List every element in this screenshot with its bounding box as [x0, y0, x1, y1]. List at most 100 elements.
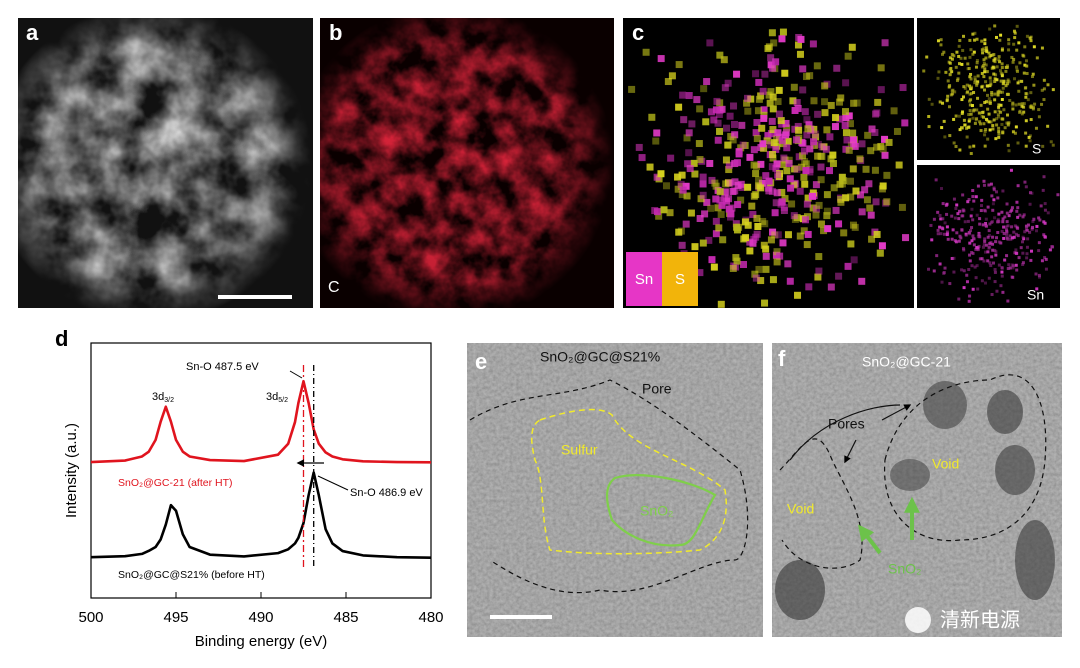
map-dot	[1044, 267, 1048, 271]
map-dot	[967, 113, 971, 117]
map-dot	[1042, 175, 1046, 179]
map-dot	[989, 120, 993, 124]
map-dot	[687, 209, 695, 217]
map-dot	[832, 114, 840, 122]
map-dot	[803, 73, 811, 81]
map-dot	[653, 208, 661, 216]
x-tick-label: 500	[78, 609, 103, 626]
map-dot	[774, 129, 782, 137]
map-dot	[744, 94, 752, 102]
map-dot	[768, 29, 776, 37]
map-dot	[1012, 235, 1016, 239]
map-dot	[987, 229, 991, 233]
map-dot	[773, 258, 781, 266]
map-dot	[863, 196, 871, 204]
map-dot	[978, 120, 982, 124]
map-dot	[1040, 259, 1044, 263]
map-dot	[983, 239, 987, 243]
map-dot	[964, 232, 968, 236]
map-dot	[845, 146, 853, 154]
map-dot	[752, 129, 760, 137]
series-label: SnO₂@GC-21 (after HT)	[118, 477, 233, 489]
map-dot	[946, 79, 950, 83]
map-dot	[938, 262, 942, 266]
map-dot	[1001, 217, 1005, 221]
map-dot	[1006, 143, 1010, 147]
map-dot	[662, 182, 670, 190]
map-dot	[768, 187, 776, 195]
map-dot	[989, 182, 993, 186]
map-dot	[850, 136, 858, 144]
map-dot	[991, 65, 995, 69]
map-dot	[742, 234, 750, 242]
map-dot	[958, 234, 962, 238]
map-dot	[963, 123, 967, 127]
map-dot	[718, 201, 726, 209]
map-dot	[847, 240, 855, 248]
map-dot	[954, 114, 958, 118]
map-dot	[965, 273, 969, 277]
map-dot	[1000, 72, 1004, 76]
map-dot	[1037, 216, 1041, 220]
map-dot	[754, 176, 762, 184]
map-dot	[982, 179, 986, 183]
map-dot	[1030, 249, 1034, 253]
map-dot	[1037, 115, 1041, 119]
map-dot	[748, 202, 756, 210]
annotation: Pores	[828, 416, 865, 432]
map-dot	[1043, 256, 1047, 260]
map-dot	[995, 78, 999, 82]
map-dot	[992, 52, 996, 56]
map-dot	[716, 196, 724, 204]
map-dot	[983, 133, 987, 137]
map-dot	[805, 283, 813, 291]
map-dot	[1014, 263, 1018, 267]
map-dot	[1010, 55, 1014, 59]
map-dot	[1021, 261, 1025, 265]
map-dot	[769, 126, 777, 134]
map-dot	[1003, 126, 1007, 130]
map-dot	[979, 204, 983, 208]
map-dot	[1005, 202, 1009, 206]
map-dot	[784, 231, 792, 239]
map-dot	[1018, 61, 1022, 65]
map-dot	[754, 107, 762, 115]
map-dot	[823, 126, 831, 134]
map-dot	[717, 210, 725, 218]
map-dot	[802, 167, 810, 175]
map-dot	[867, 211, 875, 219]
map-dot	[712, 195, 720, 203]
map-dot	[977, 111, 981, 115]
map-dot	[1011, 130, 1015, 134]
map-dot	[970, 239, 974, 243]
map-dot	[674, 173, 682, 181]
map-dot	[1013, 131, 1017, 135]
map-dot	[941, 202, 945, 206]
map-dot	[945, 233, 949, 237]
map-dot	[817, 176, 825, 184]
map-dot	[1041, 144, 1045, 148]
map-dot	[832, 206, 840, 214]
map-dot	[986, 250, 990, 254]
map-dot	[976, 80, 980, 84]
plot-frame	[90, 342, 432, 599]
map-dot	[799, 86, 807, 94]
map-dot	[959, 56, 963, 60]
map-dot	[925, 55, 929, 59]
map-dot	[1011, 264, 1015, 268]
annotation: Pore	[642, 381, 672, 397]
map-dot	[983, 67, 987, 71]
map-dot	[1024, 131, 1028, 135]
map-dot	[774, 231, 782, 239]
map-dot	[1025, 72, 1029, 76]
map-dot	[830, 184, 838, 192]
map-dot	[961, 214, 965, 218]
map-dot	[966, 90, 970, 94]
annotation: Sn-O 486.9 eV	[350, 487, 423, 499]
map-dot	[999, 33, 1003, 37]
map-dot	[793, 214, 801, 222]
map-dot	[1005, 64, 1009, 68]
map-dot	[968, 38, 972, 42]
map-dot	[802, 160, 810, 168]
map-dot	[648, 113, 656, 121]
